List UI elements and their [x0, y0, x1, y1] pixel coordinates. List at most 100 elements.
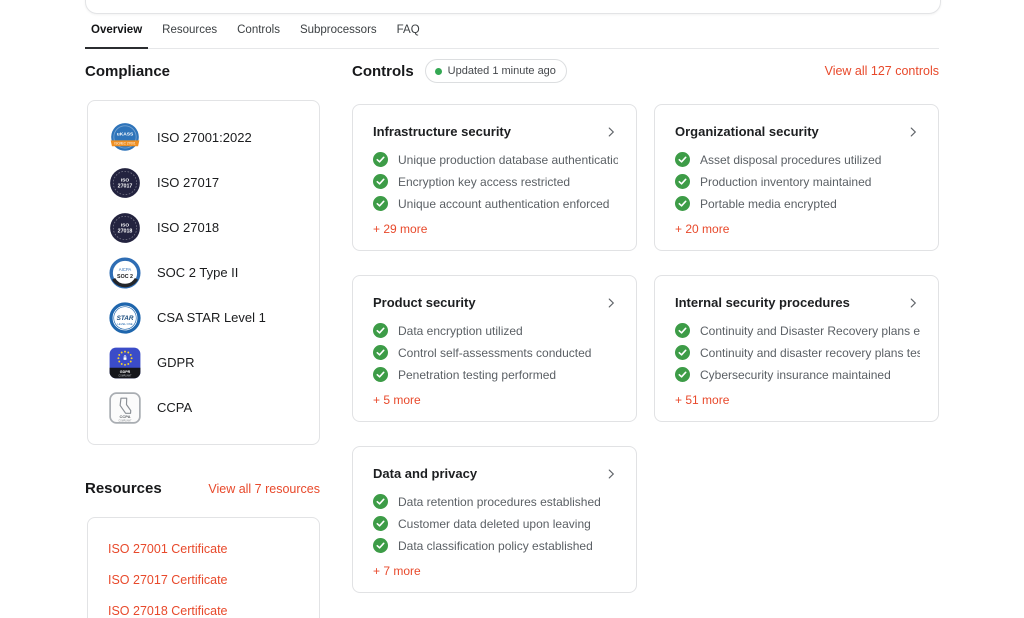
check-icon [675, 367, 690, 382]
check-icon [373, 516, 388, 531]
soc2-badge-icon: AICPA SOC 2 [108, 256, 142, 290]
tab-resources[interactable]: Resources [156, 21, 223, 48]
resource-link[interactable]: ISO 27017 Certificate [108, 573, 228, 587]
compliance-badge-row[interactable]: ISO 27017 ISO 27017 [108, 160, 309, 205]
control-card-infrastructure-security[interactable]: Infrastructure security Unique productio… [352, 104, 637, 251]
control-item: Penetration testing performed [373, 367, 618, 382]
iso27018-badge-icon: ISO 27018 [108, 211, 142, 245]
control-item: Encryption key access restricted [373, 174, 618, 189]
compliance-heading: Compliance [85, 63, 171, 80]
control-card-organizational-security[interactable]: Organizational security Asset disposal p… [654, 104, 939, 251]
control-item-label: Data retention procedures established [398, 494, 601, 509]
tab-label: Overview [91, 24, 143, 36]
control-item-label: Cybersecurity insurance maintained [700, 367, 891, 382]
control-item: Data classification policy established [373, 538, 618, 553]
controls-heading: Controls [352, 62, 414, 80]
compliance-badge-label: SOC 2 Type II [157, 265, 239, 280]
chevron-right-icon [604, 125, 618, 139]
check-icon [373, 345, 388, 360]
check-icon [373, 494, 388, 509]
check-icon [675, 196, 690, 211]
gdpr-badge-icon: GDPR COMPLIANT [108, 346, 142, 380]
control-item-label: Data classification policy established [398, 538, 593, 553]
tab-subprocessors[interactable]: Subprocessors [294, 21, 383, 48]
control-item: Data encryption utilized [373, 323, 618, 338]
svg-text:GDPR: GDPR [120, 369, 131, 373]
control-item: Continuity and disaster recovery plans t… [675, 345, 920, 360]
view-all-controls-link[interactable]: View all 127 controls [824, 64, 939, 78]
controls-grid: Infrastructure security Unique productio… [352, 104, 939, 593]
compliance-badge-row[interactable]: ISO 27018 ISO 27018 [108, 205, 309, 250]
svg-text:ISO: ISO [121, 177, 130, 183]
compliance-badge-row[interactable]: GDPR COMPLIANT GDPR [108, 340, 309, 385]
view-more-link[interactable]: + 5 more [373, 393, 421, 407]
controls-header: Controls Updated 1 minute ago View all 1… [352, 59, 939, 83]
chevron-right-icon [604, 467, 618, 481]
iso27001-badge-icon: uKASS ISO/IEC 27001 [108, 121, 142, 155]
tab-label: Resources [162, 24, 218, 36]
compliance-badge-row[interactable]: AICPA SOC 2 SOC 2 Type II [108, 250, 309, 295]
tab-overview[interactable]: Overview [85, 21, 149, 49]
svg-text:27017: 27017 [118, 183, 133, 189]
view-more-link[interactable]: + 7 more [373, 564, 421, 578]
tab-label: Controls [237, 24, 280, 36]
chevron-right-icon [604, 296, 618, 310]
control-item: Unique production database authenticatio… [373, 152, 618, 167]
tab-label: Subprocessors [299, 24, 377, 36]
control-item: Asset disposal procedures utilized [675, 152, 920, 167]
compliance-badge-row[interactable]: STAR LEVEL ONE CSA STAR Level 1 [108, 295, 309, 340]
check-icon [373, 323, 388, 338]
view-more-link[interactable]: + 20 more [675, 222, 730, 236]
tab-controls[interactable]: Controls [231, 21, 286, 48]
control-item: Cybersecurity insurance maintained [675, 367, 920, 382]
control-card-data-and-privacy[interactable]: Data and privacy Data retention procedur… [352, 446, 637, 593]
control-item-label: Continuity and disaster recovery plans t… [700, 345, 920, 360]
view-more-link[interactable]: + 51 more [675, 393, 730, 407]
iso27017-badge-icon: ISO 27017 [108, 166, 142, 200]
control-item-label: Data encryption utilized [398, 323, 523, 338]
control-card-title: Product security [373, 295, 476, 310]
updated-status-text: Updated 1 minute ago [447, 65, 556, 77]
control-item-label: Unique production database authenticatio… [398, 152, 618, 167]
search-bar-remnant[interactable] [85, 0, 941, 14]
control-card-title: Organizational security [675, 124, 819, 139]
compliance-badge-label: GDPR [157, 355, 195, 370]
resource-link[interactable]: ISO 27001 Certificate [108, 542, 228, 556]
control-item-label: Encryption key access restricted [398, 174, 571, 189]
control-card-internal-security-procedures[interactable]: Internal security procedures Continuity … [654, 275, 939, 422]
control-item-label: Control self-assessments conducted [398, 345, 592, 360]
updated-status-badge: Updated 1 minute ago [424, 59, 567, 83]
control-item-label: Customer data deleted upon leaving [398, 516, 591, 531]
control-item-label: Production inventory maintained [700, 174, 872, 189]
control-item: Production inventory maintained [675, 174, 920, 189]
view-all-resources-link[interactable]: View all 7 resources [208, 482, 320, 496]
control-item-label: Penetration testing performed [398, 367, 557, 382]
control-card-title: Internal security procedures [675, 295, 850, 310]
control-item: Continuity and Disaster Recovery plans e… [675, 323, 920, 338]
check-icon [373, 174, 388, 189]
control-item: Portable media encrypted [675, 196, 920, 211]
compliance-badge-row[interactable]: uKASS ISO/IEC 27001 ISO 27001:2022 [108, 115, 309, 160]
csa-star-badge-icon: STAR LEVEL ONE [108, 301, 142, 335]
control-card-title: Data and privacy [373, 466, 478, 481]
control-card-title: Infrastructure security [373, 124, 511, 139]
control-card-product-security[interactable]: Product security Data encryption utilize… [352, 275, 637, 422]
green-dot-icon [434, 67, 442, 75]
check-icon [675, 152, 690, 167]
control-item: Data retention procedures established [373, 494, 618, 509]
resources-card: ISO 27001 Certificate ISO 27017 Certifica… [87, 517, 320, 618]
tab-faq[interactable]: FAQ [391, 21, 426, 48]
compliance-badge-label: ISO 27001:2022 [157, 130, 252, 145]
compliance-badge-row[interactable]: CCPA COMPLIANT CCPA [108, 385, 309, 430]
control-item-label: Portable media encrypted [700, 196, 837, 211]
check-icon [675, 323, 690, 338]
view-more-link[interactable]: + 29 more [373, 222, 428, 236]
compliance-badge-label: CCPA [157, 400, 193, 415]
compliance-badge-label: CSA STAR Level 1 [157, 310, 266, 325]
tab-bar: Overview Resources Controls Subprocessors FA… [85, 21, 939, 49]
svg-text:CCPA: CCPA [119, 414, 130, 419]
compliance-badge-label: ISO 27018 [157, 220, 220, 235]
svg-text:SOC 2: SOC 2 [117, 273, 133, 279]
resource-link[interactable]: ISO 27018 Certificate [108, 604, 228, 618]
